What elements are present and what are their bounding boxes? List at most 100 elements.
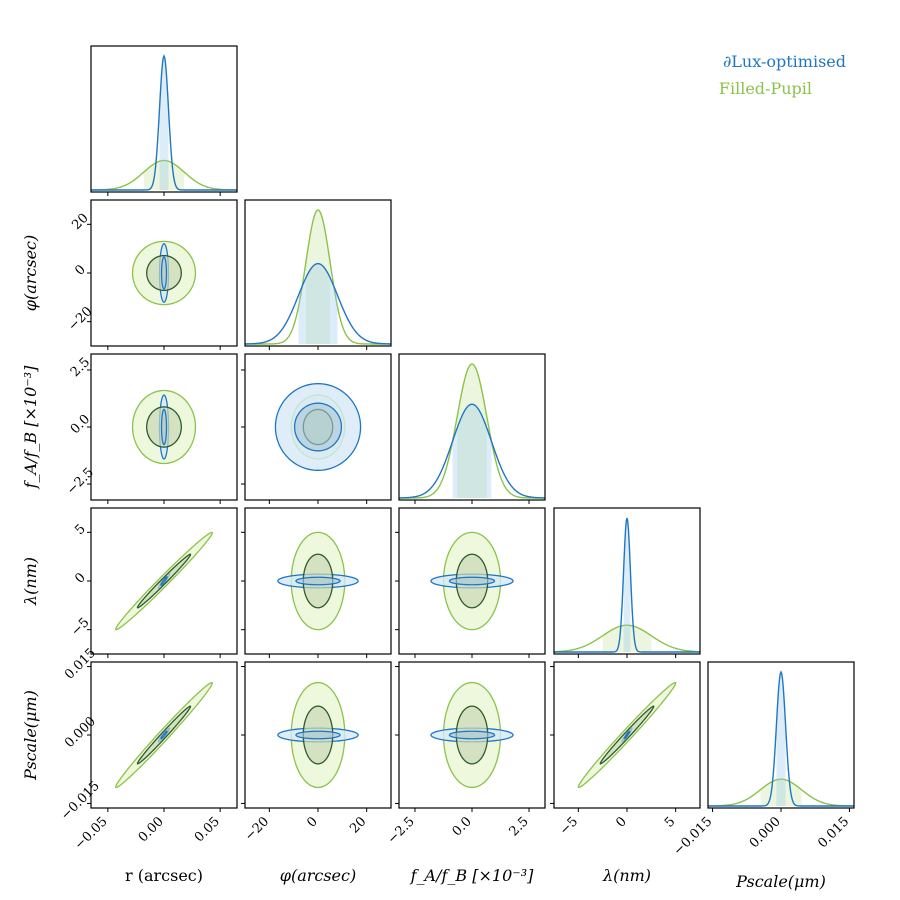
- dlux-1sigma-contour: [295, 576, 341, 586]
- dlux-marginal-curve: [91, 54, 237, 191]
- dlux-marginal-sigma-band: [623, 518, 631, 652]
- panel-content: [277, 531, 359, 631]
- dlux-1sigma-contour: [623, 730, 631, 740]
- dlux-1sigma-contour: [448, 576, 496, 586]
- y-axis-label-pscale: Pscale(μm): [21, 690, 40, 781]
- filled-pupil-marginal-sigma-band: [602, 625, 652, 652]
- x-tick-label: 0.000: [747, 814, 784, 851]
- y-axis-label-fafb: f_A/f_B [×10⁻³]: [21, 365, 40, 490]
- x-tick-label: 0: [613, 814, 629, 830]
- dlux-marginal-sigma-band: [298, 263, 338, 344]
- filled-pupil-marginal-curve: [399, 363, 545, 499]
- panel-fafb-r: −2.5 0.0 2.5: [64, 353, 238, 504]
- panel-content: [245, 209, 391, 345]
- filled-pupil-marginal-sigma-band: [457, 364, 487, 498]
- dlux-1sigma-contour: [293, 402, 343, 452]
- dlux-marginal-curve: [245, 262, 391, 345]
- x-tick-label: 0.00: [136, 814, 167, 845]
- panel-pscale-r: −0.05 0.00 0.05 −0.015 0.000 0.015: [58, 646, 238, 853]
- dlux-1sigma-contour: [295, 730, 341, 740]
- filled-pupil-marginal-sigma-band: [305, 210, 331, 344]
- y-tick-label: 0: [72, 570, 88, 586]
- dlux-marginal-curve: [554, 517, 700, 653]
- dlux-marginal-sigma-band: [452, 404, 492, 498]
- dlux-marginal-sigma-band: [159, 56, 169, 190]
- y-axis-label-lambda: λ(nm): [21, 557, 40, 606]
- panel-lambda-r: −5 0 5: [68, 507, 238, 658]
- panel-pscale-pscale: −0.015 0.000 0.015: [671, 661, 855, 859]
- y-tick-label: −5: [68, 615, 92, 639]
- x-tick-label: 20: [347, 814, 369, 836]
- legend-entry-filled: Filled-Pupil: [719, 79, 812, 98]
- y-tick-label: 2.5: [68, 355, 93, 380]
- x-tick-label: −20: [242, 814, 272, 844]
- panel-pscale-fafb: −2.5 0.0 2.5: [385, 661, 546, 847]
- panel-content: [274, 383, 362, 471]
- panel-content: [577, 681, 677, 789]
- dlux-marginal-curve: [708, 670, 854, 807]
- y-axis-label-phi: φ(arcsec): [21, 235, 40, 311]
- filled-pupil-marginal-curve: [245, 209, 391, 345]
- filled-pupil-marginal-curve: [554, 624, 700, 653]
- legend-entry-dlux: ∂Lux-optimised: [723, 52, 846, 71]
- panel-content: [430, 681, 514, 789]
- panel-content: [277, 681, 359, 789]
- filled-pupil-marginal-curve: [91, 159, 237, 191]
- panel-content: [131, 240, 197, 306]
- dlux-1sigma-contour: [160, 576, 168, 586]
- panel-pscale-phi: −20 0 20: [241, 661, 392, 844]
- filled-pupil-marginal-curve: [708, 778, 854, 807]
- x-axis-label-fafb: f_A/f_B [×10⁻³]: [410, 866, 535, 885]
- panel-phi-phi: [244, 199, 392, 350]
- y-tick-label: 0.0: [68, 412, 93, 437]
- x-tick-label: −0.05: [72, 814, 111, 853]
- y-tick-label: 0: [72, 262, 88, 278]
- y-tick-label: −2.5: [64, 465, 97, 498]
- x-tick-label: 0.015: [815, 814, 852, 851]
- x-tick-label: 0.05: [192, 814, 223, 845]
- dlux-1sigma-contour: [160, 256, 168, 290]
- panel-content: [708, 670, 854, 807]
- panel-content: [91, 54, 237, 191]
- x-axis-label-pscale: Pscale(μm): [735, 872, 826, 891]
- y-tick-label: 0.015: [62, 646, 99, 683]
- panel-content: [131, 389, 197, 465]
- panel-fafb-phi: [241, 353, 392, 504]
- y-tick-label: 20: [69, 211, 91, 233]
- dlux-marginal-sigma-band: [776, 672, 786, 806]
- dlux-1sigma-contour: [160, 408, 168, 446]
- dlux-1sigma-contour: [160, 730, 168, 740]
- dlux-marginal-curve: [399, 403, 545, 499]
- x-tick-label: 0: [304, 814, 320, 830]
- panel-fafb-fafb: [398, 353, 546, 504]
- x-axis-label-lambda: λ(nm): [602, 866, 651, 885]
- x-axis-label-phi: φ(arcsec): [280, 866, 356, 885]
- panel-lambda-phi: [241, 507, 392, 658]
- panel-content: [430, 531, 514, 631]
- panel-content: [115, 531, 213, 631]
- panel-content: [115, 681, 213, 789]
- y-tick-label: 5: [72, 522, 88, 538]
- x-tick-label: 2.5: [507, 814, 532, 839]
- x-tick-label: −2.5: [385, 814, 418, 847]
- y-tick-label: −0.015: [58, 779, 103, 824]
- panel-r-r: [90, 45, 238, 196]
- filled-pupil-marginal-sigma-band: [760, 779, 802, 806]
- panel-pscale-lambda: −5 0 5: [550, 661, 701, 838]
- x-axis-label-r: r (arcsec): [125, 866, 203, 885]
- x-tick-label: −0.015: [671, 814, 716, 859]
- legend: ∂Lux-optimised Filled-Pupil: [719, 52, 846, 98]
- dlux-1sigma-contour: [448, 730, 496, 740]
- x-tick-label: 0.0: [450, 814, 475, 839]
- panel-content: [399, 363, 545, 499]
- x-tick-label: 5: [662, 814, 678, 830]
- panel-content: [554, 517, 700, 653]
- y-tick-label: 0.000: [62, 714, 99, 751]
- x-tick-label: −5: [557, 814, 581, 838]
- filled-pupil-marginal-sigma-band: [143, 160, 185, 190]
- panel-lambda-lambda: [553, 507, 701, 658]
- panel-lambda-fafb: [395, 507, 546, 658]
